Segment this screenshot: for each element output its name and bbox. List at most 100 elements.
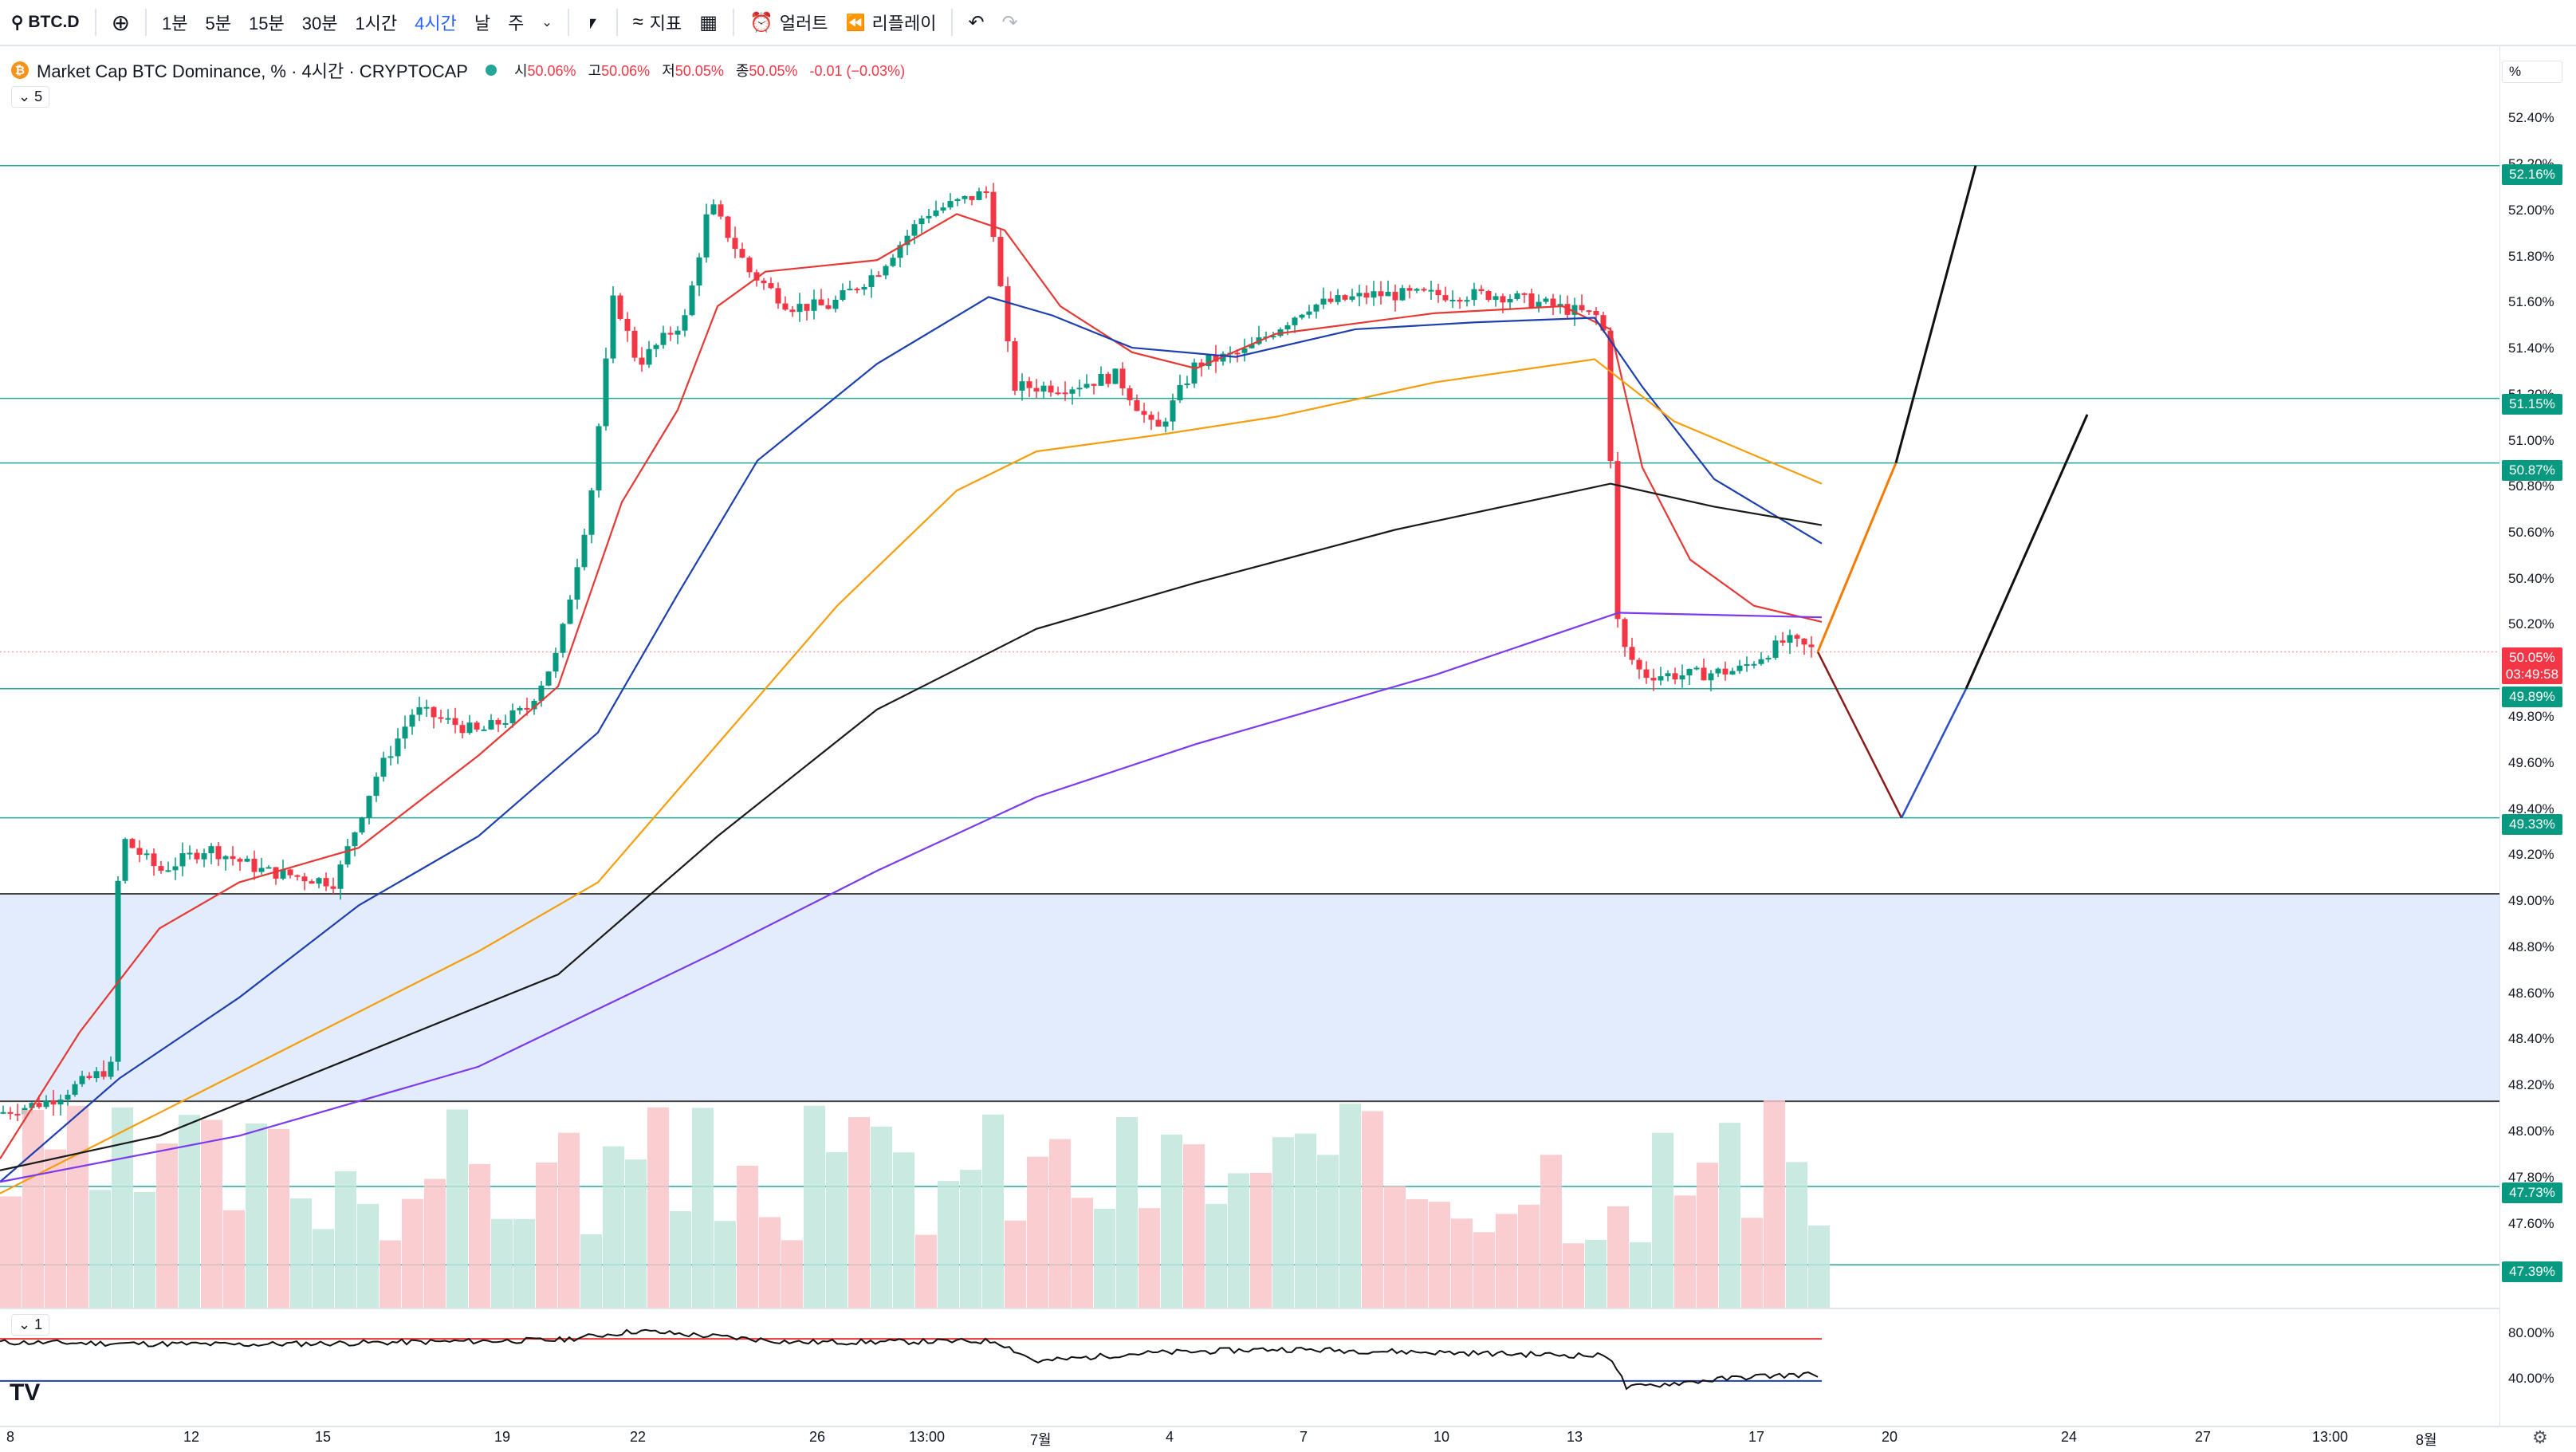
price-tick: 50.20% (2508, 616, 2554, 632)
price-tick: 51.00% (2508, 433, 2554, 448)
volume-bar (89, 1190, 111, 1308)
candle-body (359, 817, 365, 832)
volume-bar (982, 1114, 1004, 1308)
candle-body (409, 714, 415, 727)
candle-body (230, 856, 236, 860)
interval-15m[interactable]: 15분 (249, 14, 285, 33)
volume-bar (1116, 1117, 1138, 1308)
undo-button[interactable]: ↶ (959, 0, 993, 45)
candle-body (646, 348, 652, 365)
candle-body (890, 258, 896, 266)
time-label: 24 (2061, 1429, 2078, 1445)
candle-body (1320, 298, 1327, 305)
interval-30m[interactable]: 30분 (301, 14, 338, 33)
candle-body (1715, 668, 1721, 674)
volume-bar (1027, 1156, 1048, 1308)
candle-body (911, 224, 918, 236)
current-price: 50.05% (2509, 650, 2555, 665)
redo-button[interactable]: ↷ (993, 0, 1027, 45)
alert-label: 얼러트 (779, 14, 828, 33)
settings-gear-icon[interactable]: ⚙ (2532, 1427, 2548, 1447)
time-label: 7 (1300, 1429, 1308, 1445)
candle-body (1665, 673, 1671, 677)
price-tick: 48.20% (2508, 1077, 2554, 1092)
interval-1m[interactable]: 1분 (162, 14, 188, 33)
candle-body (1772, 640, 1779, 659)
candle-body (1306, 311, 1312, 315)
candle-body (746, 258, 753, 273)
volume-bar (1205, 1203, 1227, 1308)
candle-body (1686, 668, 1693, 675)
candle-body (165, 870, 171, 872)
time-label: 13 (1567, 1429, 1583, 1445)
volume-bar (268, 1128, 289, 1308)
interval-day[interactable]: 날 (474, 14, 491, 33)
projection-alt-target-line (1894, 165, 1977, 463)
candle-body (280, 869, 286, 879)
volume-bar (424, 1179, 446, 1308)
indicators-button[interactable]: ≈ 지표 (624, 0, 691, 45)
price-tick: 48.60% (2508, 986, 2554, 1001)
candle-body (316, 878, 322, 884)
candle-body (667, 333, 674, 335)
volume-bar (513, 1218, 535, 1308)
indicators-collapse[interactable]: ⌄ 5 (11, 86, 50, 108)
volume-bar (1496, 1214, 1517, 1308)
rewind-icon: ⏪ (845, 14, 866, 32)
candle-body (775, 288, 781, 304)
interval-1h[interactable]: 1시간 (355, 14, 398, 33)
interval-week[interactable]: 주 (508, 14, 525, 33)
axis-unit-toggle[interactable]: % (2502, 61, 2562, 83)
candle-body (79, 1076, 85, 1084)
plus-circle-icon: ⊕ (111, 10, 131, 35)
candle-body (918, 218, 925, 225)
candle-body (1048, 385, 1054, 393)
candle-body (811, 299, 817, 311)
open-label: 시 (513, 63, 528, 79)
candle-body (1629, 647, 1635, 660)
candle-body (1069, 389, 1076, 394)
volume-bar (759, 1217, 781, 1308)
candle-body (29, 1103, 35, 1108)
tradingview-logo-icon[interactable]: TV (10, 1379, 41, 1406)
series-title[interactable]: Market Cap BTC Dominance, % · 4시간 · CRYP… (37, 61, 468, 81)
chart-type-button[interactable]: ⎖ (576, 0, 610, 45)
templates-button[interactable]: ▦ (690, 0, 726, 45)
pane-divider[interactable] (0, 1308, 2499, 1309)
candle-body (50, 1100, 57, 1105)
volume-bar (1563, 1243, 1584, 1308)
candle-body (854, 289, 860, 291)
volume-bar (1518, 1204, 1540, 1308)
interval-dropdown[interactable]: ⌄ (533, 0, 560, 45)
price-tick: 50.60% (2508, 525, 2554, 540)
candle-body (1198, 362, 1205, 366)
candle-body (72, 1084, 78, 1095)
candle-body (1392, 292, 1398, 301)
alert-button[interactable]: ⏰ 얼러트 (741, 0, 837, 45)
candle-body (287, 869, 293, 876)
candle-body (1736, 665, 1743, 671)
symbol-search[interactable]: ⚲ BTC.D (0, 0, 88, 45)
volume-bar (625, 1159, 647, 1308)
candle-body (1349, 296, 1355, 300)
candle-body (969, 195, 975, 200)
candle-body (1119, 368, 1126, 389)
interval-5m[interactable]: 5분 (205, 14, 231, 33)
volume-bar (22, 1109, 44, 1308)
add-symbol-button[interactable]: ⊕ (103, 0, 139, 45)
volume-bar (714, 1221, 736, 1308)
replay-button[interactable]: ⏪ 리플레이 (837, 0, 946, 45)
volume-bar (1674, 1195, 1696, 1308)
interval-4h[interactable]: 4시간 (415, 14, 457, 33)
oscillator-collapse[interactable]: ⌄ 1 (11, 1314, 50, 1336)
candles-icon: ⎖ (584, 10, 601, 33)
volume-bar (1005, 1220, 1026, 1308)
time-label: 4 (1166, 1429, 1174, 1445)
candle-body (1378, 291, 1384, 297)
level-tag: 50.87% (2502, 460, 2562, 481)
time-axis-border (0, 1426, 2576, 1427)
candle-body (1399, 288, 1406, 301)
candle-body (840, 289, 846, 301)
candle-body (1155, 419, 1162, 427)
